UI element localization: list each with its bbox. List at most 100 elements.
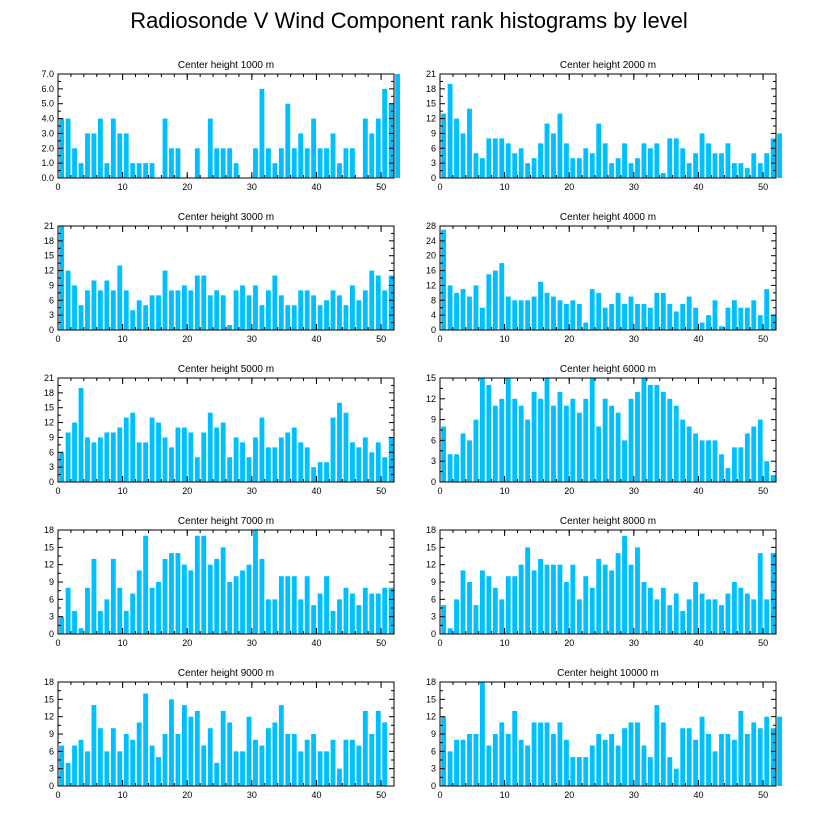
- histogram-bar: [770, 728, 776, 786]
- x-tick-label: 50: [758, 182, 768, 192]
- histogram-bar: [525, 300, 531, 330]
- histogram-bar: [97, 118, 103, 178]
- histogram-bar: [330, 133, 336, 178]
- histogram-bar: [227, 148, 233, 178]
- y-tick-label: 6: [431, 143, 436, 153]
- histogram-bar: [531, 158, 537, 178]
- histogram-bar: [175, 734, 181, 786]
- y-tick-label: 9: [431, 415, 436, 425]
- histogram-bar: [356, 447, 362, 482]
- histogram-bar: [492, 270, 498, 330]
- histogram-bar: [583, 576, 589, 634]
- histogram-bar: [123, 133, 129, 178]
- y-tick-label: 0: [49, 325, 54, 335]
- x-tick-label: 10: [118, 790, 128, 800]
- x-tick-label: 20: [182, 638, 192, 648]
- histogram-bar: [563, 739, 569, 786]
- histogram-bar: [272, 275, 278, 330]
- histogram-bar: [201, 432, 207, 482]
- histogram-bar: [512, 300, 518, 330]
- histogram-bar: [660, 587, 666, 634]
- histogram-bar: [220, 295, 226, 330]
- histogram-bar: [272, 447, 278, 482]
- x-tick-label: 40: [311, 790, 321, 800]
- histogram-bar: [589, 745, 595, 786]
- histogram-bar: [278, 705, 284, 786]
- histogram-bar: [680, 148, 686, 178]
- histogram-bar: [757, 553, 763, 634]
- histogram-bar: [647, 587, 653, 634]
- histogram-bar: [441, 426, 447, 482]
- y-tick-label: 12: [426, 394, 436, 404]
- histogram-bar: [719, 454, 724, 482]
- y-tick-label: 15: [44, 694, 54, 704]
- histogram-bar: [589, 378, 595, 482]
- histogram-bar: [246, 457, 252, 482]
- histogram-bar: [330, 417, 336, 482]
- y-tick-label: 12: [426, 560, 436, 570]
- histogram-bar: [744, 593, 750, 634]
- histogram-bar: [719, 153, 724, 178]
- histogram-bar: [220, 547, 226, 634]
- histogram-bar: [375, 593, 381, 634]
- y-tick-label: 6: [49, 295, 54, 305]
- histogram-bar: [770, 138, 776, 178]
- histogram-bar: [441, 605, 447, 634]
- histogram-bar: [343, 305, 349, 330]
- histogram-bar: [194, 457, 200, 482]
- histogram-bar: [246, 295, 252, 330]
- y-tick-label: 0: [431, 629, 436, 639]
- histogram-bar: [486, 138, 492, 178]
- histogram-bar: [337, 295, 342, 330]
- x-tick-label: 20: [182, 486, 192, 496]
- histogram-bar: [757, 419, 763, 482]
- x-tick-label: 0: [55, 638, 60, 648]
- histogram-bar: [156, 295, 161, 330]
- y-tick-label: 6: [49, 447, 54, 457]
- histogram-bar: [686, 728, 692, 786]
- y-tick-label: 3: [431, 612, 436, 622]
- x-tick-label: 50: [376, 486, 386, 496]
- histogram-bar: [117, 587, 123, 634]
- histogram-bar: [143, 693, 149, 786]
- histogram-bar: [492, 405, 498, 482]
- x-tick-label: 30: [629, 334, 639, 344]
- x-tick-label: 40: [311, 182, 321, 192]
- histogram-bar: [265, 447, 271, 482]
- histogram-bar: [330, 290, 336, 330]
- histogram-bar: [78, 387, 84, 482]
- histogram-bar: [609, 405, 615, 482]
- histogram-bar: [654, 599, 660, 634]
- histogram-bar: [362, 437, 368, 482]
- histogram-bar: [628, 564, 634, 634]
- histogram-bar: [751, 599, 757, 634]
- y-tick-label: 0: [431, 325, 436, 335]
- histogram-bar: [699, 593, 705, 634]
- histogram-bar: [712, 300, 718, 330]
- histogram-bar: [117, 751, 123, 786]
- y-tick-label: 18: [44, 677, 54, 687]
- y-tick-label: 21: [426, 69, 436, 79]
- histogram-bar: [538, 143, 543, 178]
- y-tick-label: 4: [431, 310, 436, 320]
- histogram-bar: [298, 133, 304, 178]
- histogram-bar: [72, 610, 77, 634]
- histogram-bar: [609, 734, 615, 786]
- y-tick-label: 9: [431, 729, 436, 739]
- histogram-bar: [278, 148, 284, 178]
- histogram-bar: [583, 322, 589, 330]
- histogram-bar: [233, 576, 239, 634]
- x-tick-label: 50: [376, 334, 386, 344]
- histogram-bar: [349, 593, 355, 634]
- histogram-bar: [169, 553, 174, 634]
- histogram-bar: [291, 576, 297, 634]
- histogram-bar: [369, 593, 375, 634]
- histogram-bar: [576, 158, 582, 178]
- histogram-bar: [492, 587, 498, 634]
- histogram-bar: [97, 728, 103, 786]
- histogram-bar: [382, 587, 388, 634]
- x-tick-label: 10: [500, 790, 510, 800]
- histogram-bar: [738, 587, 744, 634]
- y-tick-label: 15: [44, 251, 54, 261]
- panel-6: Center height 6000 m 0 3 6 9 12 15 0 10 20 30 40 50: [426, 364, 777, 496]
